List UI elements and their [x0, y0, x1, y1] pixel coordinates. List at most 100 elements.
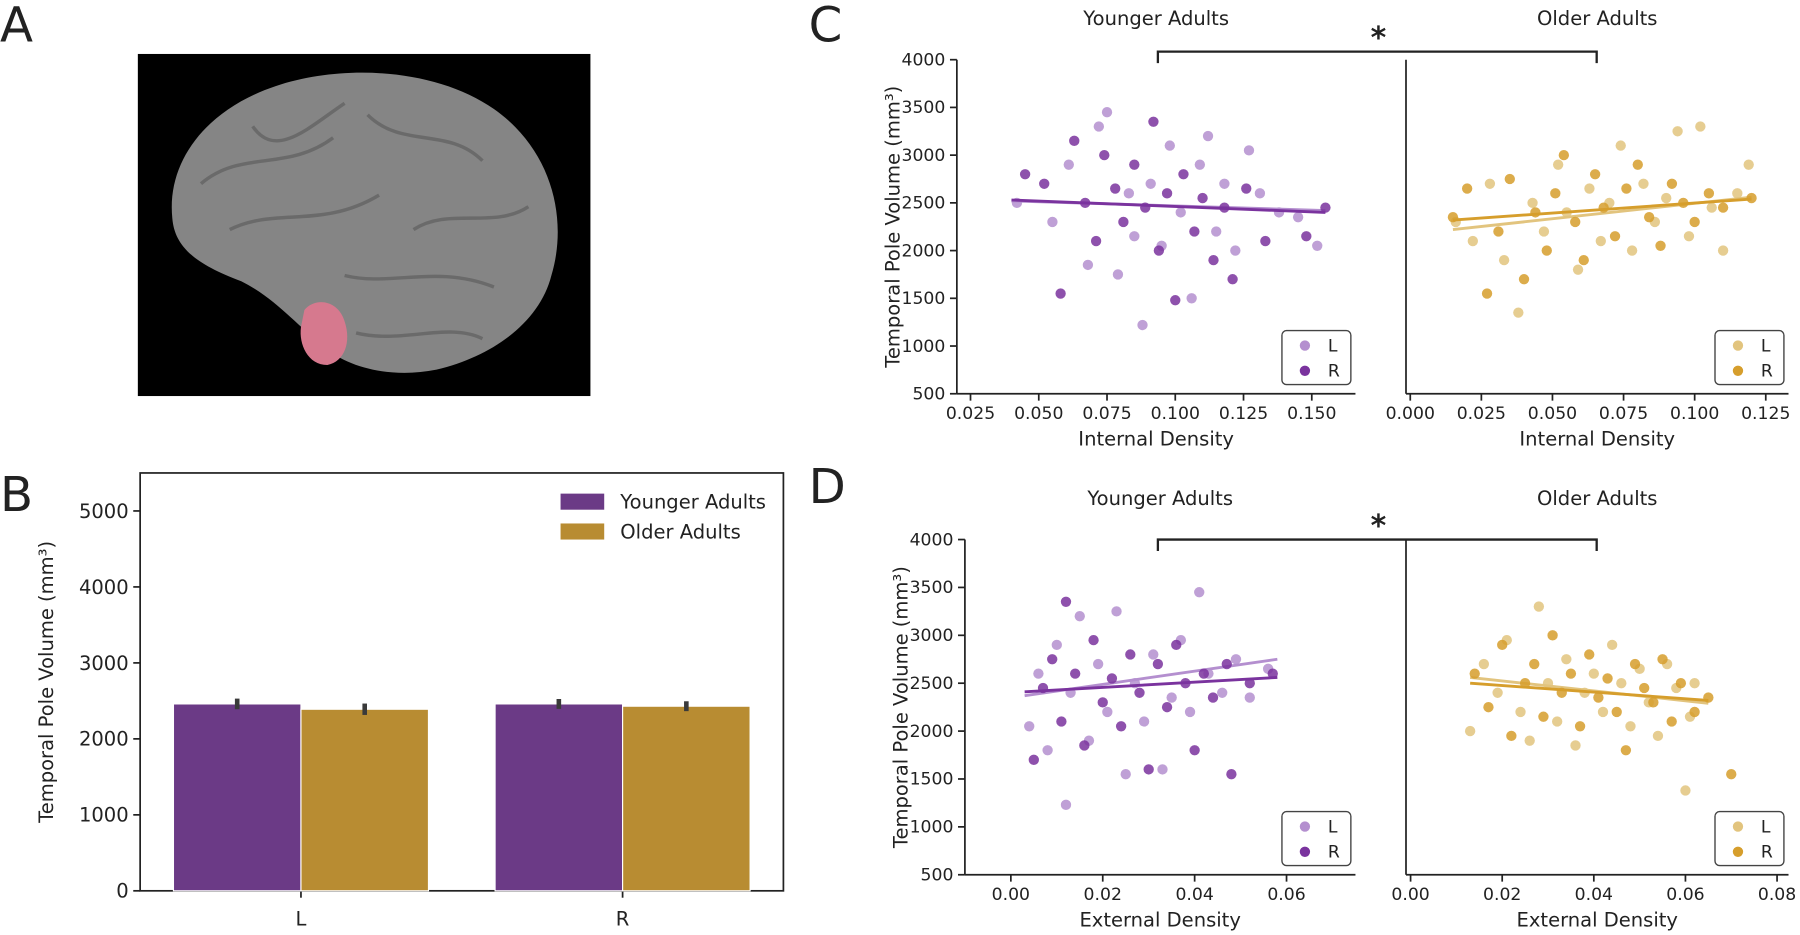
scatter-point: [1689, 678, 1700, 689]
scatter-point: [1101, 107, 1113, 118]
scatter-point: [1527, 197, 1538, 209]
x-tick-label: 0.025: [946, 404, 995, 424]
x-axis-label: External Density: [1517, 908, 1678, 931]
regression-line: [1470, 681, 1709, 702]
scatter-point: [1241, 183, 1252, 194]
scatter-point: [1483, 701, 1494, 713]
scatter-point: [1292, 212, 1304, 223]
legend-marker: [1299, 365, 1311, 376]
scatter-point: [1621, 183, 1632, 194]
significance-star: *: [1371, 509, 1387, 544]
scatter-point: [1529, 658, 1540, 670]
scatter-point: [1186, 293, 1197, 304]
scatter-point: [1033, 668, 1044, 679]
scatter-point: [1164, 140, 1175, 151]
y-tick-label: 4000: [79, 576, 129, 599]
scatter-point: [1069, 135, 1080, 146]
scatter-point: [1597, 706, 1609, 718]
scatter-point: [1070, 668, 1081, 679]
scatter-point: [1055, 288, 1066, 299]
scatter-point: [1079, 740, 1090, 751]
scatter-point: [1703, 188, 1715, 199]
x-axis-label: Internal Density: [1078, 427, 1234, 450]
chart-title: Younger Adults: [1082, 7, 1229, 30]
x-tick-label: 0.075: [1599, 404, 1648, 424]
y-tick-label: 1500: [902, 289, 946, 309]
x-tick-label: 0.100: [1151, 404, 1200, 424]
scatter-point: [1217, 687, 1228, 698]
scatter-point: [1552, 716, 1563, 727]
scatter-point: [1125, 649, 1136, 660]
significance-bracket: [1156, 538, 1598, 552]
legend-label: R: [1328, 843, 1340, 863]
x-tick-label: 0.06: [1267, 885, 1305, 905]
chart-title: Older Adults: [1537, 7, 1657, 30]
scatter-point: [1574, 721, 1586, 732]
scatter-point: [1492, 687, 1503, 698]
x-tick-label: 0.06: [1666, 885, 1704, 905]
scatter-point: [1595, 235, 1606, 247]
scatter-point: [1717, 245, 1729, 256]
scatter-point: [1243, 145, 1255, 156]
x-tick-label: 0.050: [1014, 404, 1063, 424]
scatter-point: [1093, 121, 1104, 132]
scatter-point: [1675, 678, 1687, 689]
scatter-point: [1152, 658, 1164, 670]
scatter-point: [1153, 245, 1165, 256]
scatter-point: [1606, 639, 1618, 651]
scatter-point: [1106, 673, 1118, 684]
scatter-point: [1111, 606, 1122, 617]
scatter-point: [1145, 178, 1156, 189]
temporal-pole: [300, 302, 348, 366]
scatter-point: [1221, 658, 1232, 670]
bar: [622, 705, 751, 892]
y-tick-label: 2000: [902, 241, 946, 261]
scatter-point: [1570, 216, 1581, 228]
scatter-point: [1513, 307, 1524, 318]
x-tick-label: 0.100: [1670, 404, 1719, 424]
scatter-point: [1550, 188, 1561, 199]
scatter-point: [1197, 192, 1208, 204]
legend-frame: [1281, 329, 1352, 386]
scatter-point: [1533, 601, 1545, 612]
scatter-point: [1689, 706, 1700, 718]
scatter-point: [1161, 188, 1173, 199]
scatter-point: [1254, 188, 1266, 199]
y-axis-label: Temporal Pole Volume (mm³): [35, 541, 58, 824]
scatter-point: [1090, 235, 1102, 247]
scatter-point: [1112, 269, 1124, 280]
x-tick-label: 0.000: [1386, 404, 1435, 424]
significance-bracket: [1156, 50, 1598, 64]
scatter-point: [1097, 697, 1108, 708]
scatter-point: [1110, 183, 1121, 194]
scatter-point: [1620, 745, 1632, 756]
scatter-point: [1530, 207, 1541, 218]
scatter-point: [1655, 240, 1666, 251]
x-tick-label: 0.025: [1457, 404, 1506, 424]
scatter-point: [1498, 254, 1510, 266]
legend-frame: [1714, 810, 1785, 867]
scatter-point: [1189, 226, 1200, 237]
scatter-point: [1561, 654, 1572, 665]
scatter-point: [1615, 140, 1626, 151]
scatter-point: [1593, 692, 1604, 703]
scatter-point: [1461, 183, 1473, 194]
x-tick-label: R: [616, 907, 630, 930]
scatter-point: [1129, 159, 1140, 170]
scatter-point: [1063, 159, 1074, 170]
scatter-point: [1570, 740, 1581, 751]
scatter-point: [1695, 121, 1706, 132]
scatter-point: [1047, 654, 1058, 665]
panel-label: B: [0, 467, 33, 523]
scatter-point: [1743, 159, 1754, 170]
y-tick-label: 500: [921, 865, 954, 885]
scatter-point: [1198, 668, 1209, 679]
scatter-point: [1578, 254, 1589, 266]
scatter-point: [1584, 649, 1595, 660]
scatter-point: [1689, 216, 1700, 228]
x-axis-label: Internal Density: [1519, 427, 1675, 450]
scatter-point: [1589, 169, 1601, 180]
scatter-point: [1552, 159, 1564, 170]
scatter-point: [1632, 159, 1643, 170]
scatter-point: [1137, 319, 1148, 331]
